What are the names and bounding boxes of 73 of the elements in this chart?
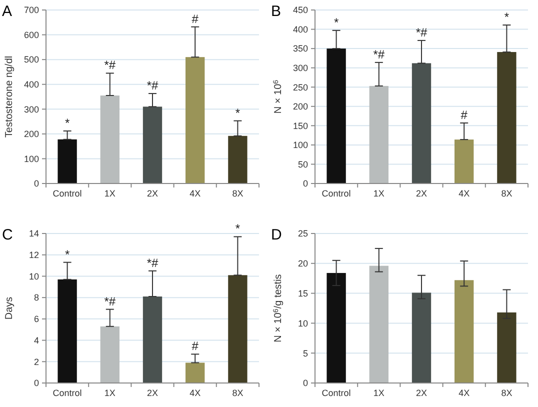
y-tick-label: 0 — [34, 178, 39, 189]
x-tick-label: 2X — [416, 388, 428, 398]
chart-title: B — [271, 3, 282, 20]
y-tick-label: 450 — [292, 5, 308, 16]
y-tick-label: 8 — [34, 292, 39, 303]
x-tick-label: 1X — [373, 388, 384, 398]
y-tick-label: 300 — [24, 104, 39, 114]
x-tick-label: 4X — [458, 188, 470, 198]
annotation: # — [192, 339, 199, 354]
annotation: * — [235, 106, 240, 120]
y-tick-label: 350 — [292, 44, 308, 54]
y-tick-label: 4 — [34, 335, 39, 346]
x-tick-label: 8X — [501, 188, 512, 198]
annotation: # — [192, 12, 199, 26]
x-tick-label: 1X — [104, 388, 116, 398]
annotation: * — [64, 247, 70, 262]
y-tick-label: 700 — [24, 5, 39, 16]
x-tick-label: 4X — [190, 188, 201, 198]
annotation: * — [504, 10, 510, 24]
x-tick-label: 4X — [190, 388, 201, 398]
y-tick-label: 400 — [292, 24, 308, 34]
y-tick-label: 600 — [24, 30, 39, 40]
x-tick-label: 2X — [146, 388, 158, 398]
y-tick-label: 10 — [298, 318, 308, 328]
y-tick-label: 100 — [292, 140, 308, 150]
chart-title: D — [271, 226, 282, 244]
x-tick-label: 1X — [104, 188, 116, 198]
x-tick-label: 8X — [501, 388, 512, 398]
y-tick-label: 150 — [292, 120, 308, 131]
y-tick-label: 5 — [302, 348, 308, 358]
y-tick-label: 14 — [28, 228, 39, 239]
chart-title: C — [2, 226, 13, 244]
y-tick-label: 100 — [24, 154, 39, 164]
y-tick-label: 0 — [302, 178, 308, 189]
y-tick-label: 50 — [298, 159, 308, 170]
annotation: *# — [104, 294, 116, 308]
y-tick-label: 200 — [24, 129, 39, 140]
y-tick-label: 25 — [298, 228, 308, 239]
y-axis-title: Testosterone ng/dl — [4, 56, 15, 138]
x-tick-label: 4X — [458, 388, 470, 398]
x-tick-label: 8X — [232, 388, 244, 398]
y-tick-label: 500 — [24, 54, 39, 65]
annotation: *# — [104, 58, 116, 72]
annotation: * — [64, 116, 70, 130]
x-tick-label: Control — [322, 388, 351, 398]
annotation: * — [334, 15, 339, 30]
x-tick-label: 1X — [373, 188, 384, 198]
annotation: *# — [416, 25, 428, 40]
x-tick-label: Control — [52, 188, 82, 198]
y-tick-label: 10 — [28, 271, 39, 282]
x-tick-label: 2X — [146, 188, 158, 198]
annotation: * — [235, 222, 240, 236]
y-tick-label: 400 — [24, 80, 39, 90]
x-tick-label: 8X — [232, 188, 244, 198]
y-tick-label: 15 — [298, 288, 308, 298]
x-tick-label: Control — [52, 388, 82, 398]
y-tick-label: 200 — [292, 102, 308, 112]
y-axis-title: Days — [4, 296, 15, 320]
y-tick-label: 6 — [34, 314, 39, 324]
y-tick-label: 300 — [292, 62, 308, 73]
x-tick-label: 2X — [416, 188, 428, 198]
annotation: *# — [146, 78, 158, 93]
annotation: # — [460, 108, 468, 122]
annotation: *# — [146, 256, 158, 270]
y-tick-label: 0 — [34, 378, 39, 388]
y-tick-label: 0 — [302, 378, 308, 388]
x-tick-label: Control — [322, 188, 351, 198]
chart-title: A — [2, 3, 12, 20]
y-tick-label: 250 — [292, 82, 308, 92]
annotation: *# — [373, 47, 385, 62]
y-tick-label: 20 — [298, 258, 308, 269]
y-tick-label: 12 — [28, 250, 39, 260]
y-tick-label: 2 — [34, 356, 39, 367]
